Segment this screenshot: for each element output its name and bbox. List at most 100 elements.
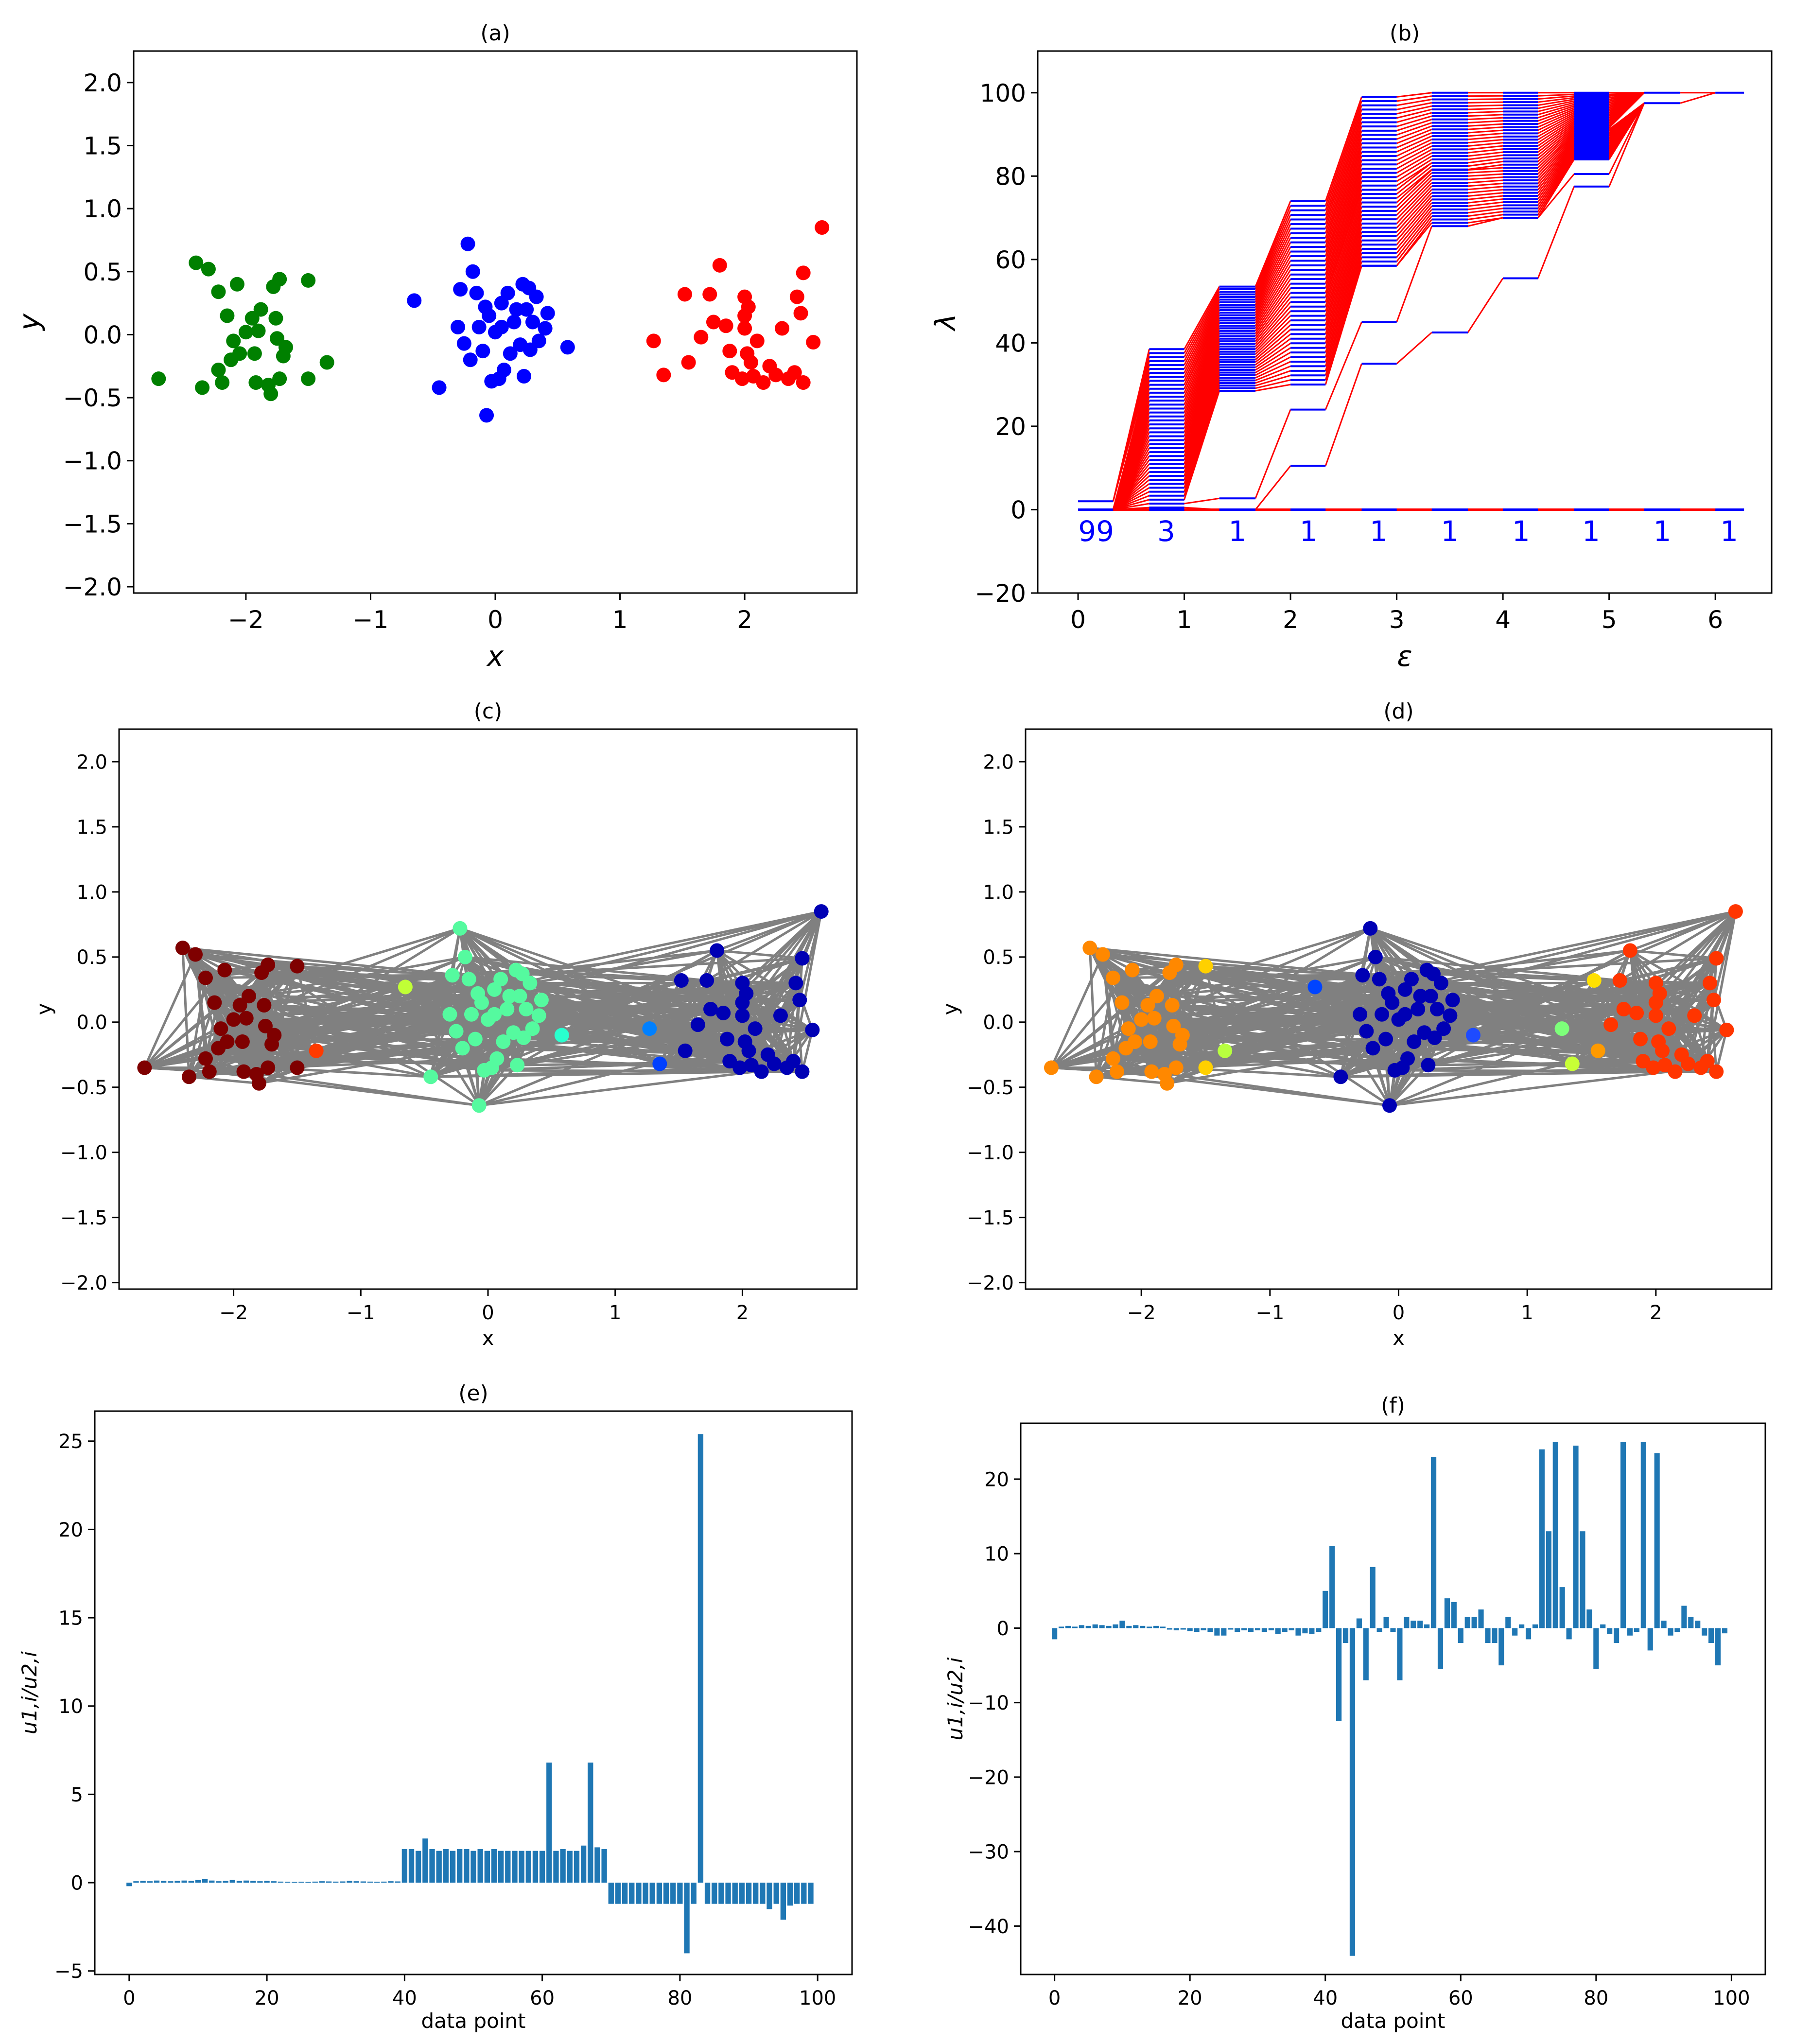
eigenvalue-transition xyxy=(1254,409,1291,499)
bar xyxy=(1261,1628,1267,1632)
data-point-cluster-middle xyxy=(456,336,471,351)
bar xyxy=(450,1851,456,1883)
graph-edge xyxy=(522,957,802,976)
bar xyxy=(1634,1628,1639,1632)
y-tick-label: −2.0 xyxy=(60,1272,107,1294)
bar xyxy=(1640,1442,1646,1628)
data-point-cluster-right xyxy=(806,334,821,349)
graph-node xyxy=(137,1060,152,1075)
eigenvalue-transition xyxy=(1537,112,1575,131)
eigenvalue-transition xyxy=(1324,231,1362,344)
eigenvalue-transition xyxy=(1324,156,1362,266)
graph-node xyxy=(1687,1008,1702,1023)
panel-d: (d) −2 −1 0 1 2 −2.0 −1.5 −1.0 −0.5 0.0 0.5 1.0 1.5 2.… xyxy=(939,699,1773,1350)
eigenvalue-transition xyxy=(1324,126,1362,234)
data-point-cluster-middle xyxy=(503,346,518,361)
graph-node xyxy=(175,941,190,956)
bar xyxy=(1342,1628,1349,1643)
bar xyxy=(1444,1598,1450,1628)
graph-node xyxy=(732,1060,748,1075)
eigenvalue-transition xyxy=(1537,127,1575,159)
bar xyxy=(615,1883,621,1904)
graph-node xyxy=(1728,904,1743,919)
graph-node xyxy=(748,1021,763,1036)
graph-edge xyxy=(532,1027,660,1065)
eigenvalue-transition xyxy=(1537,117,1575,140)
eigenvalue-transition xyxy=(1396,152,1432,174)
bar xyxy=(1268,1628,1274,1631)
bar xyxy=(340,1881,346,1883)
graph-node xyxy=(496,1034,511,1049)
bar xyxy=(250,1881,256,1883)
eigenvalue-transition xyxy=(1537,157,1575,215)
bar xyxy=(1519,1624,1525,1628)
eigenvalue-transition xyxy=(1254,214,1291,295)
y-tick-label: 80 xyxy=(995,162,1026,191)
bar xyxy=(1539,1449,1545,1628)
graph-node xyxy=(257,997,272,1013)
graph-node xyxy=(220,1034,235,1049)
data-point-cluster-left xyxy=(272,371,287,386)
eigenvalue-transition xyxy=(1184,388,1220,496)
y-tick-label: 5 xyxy=(71,1784,83,1806)
bar xyxy=(422,1838,428,1883)
data-point-cluster-left xyxy=(215,375,230,390)
data-point-cluster-left xyxy=(151,371,166,386)
graph-node xyxy=(716,1006,731,1021)
y-tick-label: 0.0 xyxy=(83,321,122,349)
eigenvalue-transition xyxy=(1184,507,1219,510)
graph-node xyxy=(741,1043,756,1058)
y-tick-label: −20 xyxy=(968,1766,1009,1789)
bar xyxy=(264,1881,270,1883)
graph-edge xyxy=(1449,981,1656,1017)
eigenvalue-transition xyxy=(1254,311,1291,350)
eigenvalue-transition xyxy=(1396,142,1432,161)
eigenvalue-transition xyxy=(1467,278,1504,333)
eigenvalue-transition xyxy=(1324,227,1362,339)
bar xyxy=(1688,1617,1694,1628)
eigenvalue-transition xyxy=(1324,185,1362,298)
graph-node xyxy=(261,1060,276,1075)
graph-node xyxy=(1590,1043,1605,1058)
bar xyxy=(1464,1617,1470,1628)
bar xyxy=(560,1849,566,1883)
eigenvalue-transition xyxy=(1467,208,1503,214)
eigenvalue-transition xyxy=(1184,364,1220,465)
graph-edge xyxy=(773,982,797,1065)
eigenvalue-transition xyxy=(1608,103,1645,175)
eigenvalue-transition xyxy=(1396,145,1432,165)
graph-node xyxy=(519,1002,534,1016)
eigenvalue-transition xyxy=(1537,137,1575,178)
bar xyxy=(374,1882,380,1883)
graph-edge xyxy=(1151,1070,1390,1107)
data-point-cluster-left xyxy=(229,277,244,292)
bar xyxy=(663,1883,669,1904)
graph-edge xyxy=(1715,911,1737,959)
zero-multiplicity-label: 1 xyxy=(1720,515,1738,548)
bar xyxy=(1302,1628,1308,1634)
graph-node xyxy=(1307,979,1323,995)
x-tick-label: −2 xyxy=(1127,1302,1156,1324)
graph-node xyxy=(674,973,689,988)
graph-node xyxy=(1359,1024,1374,1039)
graph-node xyxy=(1436,1021,1451,1036)
bar xyxy=(760,1883,766,1904)
eigenvalue-transition xyxy=(1324,160,1362,270)
y-tick-label: −0.5 xyxy=(967,1077,1014,1099)
bar xyxy=(1058,1626,1064,1628)
eigenvalue-transition xyxy=(1255,333,1291,363)
x-tick-label: 1 xyxy=(1521,1302,1533,1324)
data-point-cluster-left xyxy=(253,302,268,317)
bar xyxy=(1668,1628,1673,1636)
eigenvalue-transition xyxy=(1184,310,1220,385)
graph-node xyxy=(523,976,538,991)
eigenvalue-transition xyxy=(1537,139,1575,181)
eigenvalue-transition xyxy=(1396,125,1432,140)
bar xyxy=(209,1880,215,1883)
bar xyxy=(1214,1628,1220,1636)
bar xyxy=(271,1881,277,1883)
graph-node xyxy=(652,1056,667,1071)
graph-node xyxy=(1433,976,1448,991)
eigenvalue-transition xyxy=(1467,192,1503,197)
x-tick-label: 4 xyxy=(1495,606,1511,634)
